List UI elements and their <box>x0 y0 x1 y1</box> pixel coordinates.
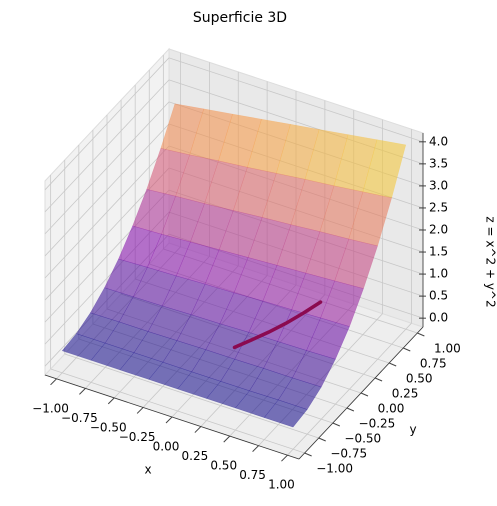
x-tick-label: 0.25 <box>182 449 209 463</box>
y-tick-label: 0.00 <box>378 402 405 416</box>
grid-line <box>64 353 319 439</box>
y-tick-label: 0.25 <box>392 387 419 401</box>
grid-line <box>44 79 170 213</box>
z-tick-label: 1.5 <box>429 245 448 259</box>
y-axis-label: y <box>409 423 416 437</box>
y-tick-label: −0.25 <box>359 417 396 431</box>
y-tick-mark <box>332 422 341 427</box>
z-tick-label: 3.0 <box>429 178 448 192</box>
surface-cell <box>277 377 322 410</box>
surface-cell <box>334 238 378 289</box>
y-tick-mark <box>318 437 326 442</box>
x-tick-label: 1.00 <box>268 478 295 492</box>
z-axis-label: z = x^2 + y^2 <box>484 216 497 307</box>
x-tick-mark <box>136 407 144 414</box>
x-axis-label: x <box>144 463 151 477</box>
x-tick-mark <box>50 378 57 386</box>
x-tick-label: −1.00 <box>32 401 69 415</box>
grid-line <box>44 145 170 279</box>
y-tick-label: 0.75 <box>420 357 447 371</box>
x-tick-label: 0.75 <box>239 468 266 482</box>
x-tick-label: 0.50 <box>210 459 237 473</box>
z-tick-label: 0.0 <box>429 311 448 325</box>
x-tick-mark <box>223 435 231 443</box>
y-tick-mark <box>360 392 369 397</box>
grid-line <box>44 101 170 235</box>
y-tick-label: 0.50 <box>406 372 433 386</box>
z-tick-label: 2.5 <box>429 200 448 214</box>
y-tick-label: −0.75 <box>330 447 367 461</box>
chart-title: Superficie 3D <box>193 10 287 26</box>
z-tick-label: 0.5 <box>429 289 448 303</box>
x-tick-mark <box>79 388 86 395</box>
surface-cell <box>348 191 393 247</box>
path-line <box>232 300 323 350</box>
z-tick-label: 1.0 <box>429 267 448 281</box>
y-tick-label: 1.00 <box>434 342 461 356</box>
z-tick-label: 3.5 <box>429 156 448 170</box>
grid-line <box>44 123 170 257</box>
axis-line <box>298 326 424 460</box>
grid-line <box>44 57 170 191</box>
x-tick-mark <box>252 445 259 452</box>
y-tick-mark <box>388 362 397 367</box>
y-tick-label: −1.00 <box>316 462 353 476</box>
z-tick-label: 2.0 <box>429 223 448 237</box>
y-tick-mark <box>304 452 312 457</box>
x-tick-label: −0.50 <box>90 420 127 434</box>
x-tick-label: −0.75 <box>61 411 98 425</box>
x-tick-mark <box>165 416 173 424</box>
z-tick-label: 4.0 <box>429 134 448 148</box>
axis-line <box>44 374 300 460</box>
grid-line <box>168 57 424 143</box>
x-tick-label: 0.00 <box>153 440 180 454</box>
y-tick-label: −0.50 <box>344 432 381 446</box>
y-tick-mark <box>403 347 411 352</box>
x-tick-label: −0.25 <box>119 430 156 444</box>
y-tick-mark <box>346 407 355 412</box>
y-tick-mark <box>417 332 425 337</box>
x-tick-mark <box>194 426 202 433</box>
y-tick-mark <box>374 377 383 382</box>
x-tick-mark <box>281 454 288 462</box>
surface-cell <box>263 399 308 428</box>
x-tick-mark <box>107 397 115 405</box>
grid-line <box>50 368 305 454</box>
